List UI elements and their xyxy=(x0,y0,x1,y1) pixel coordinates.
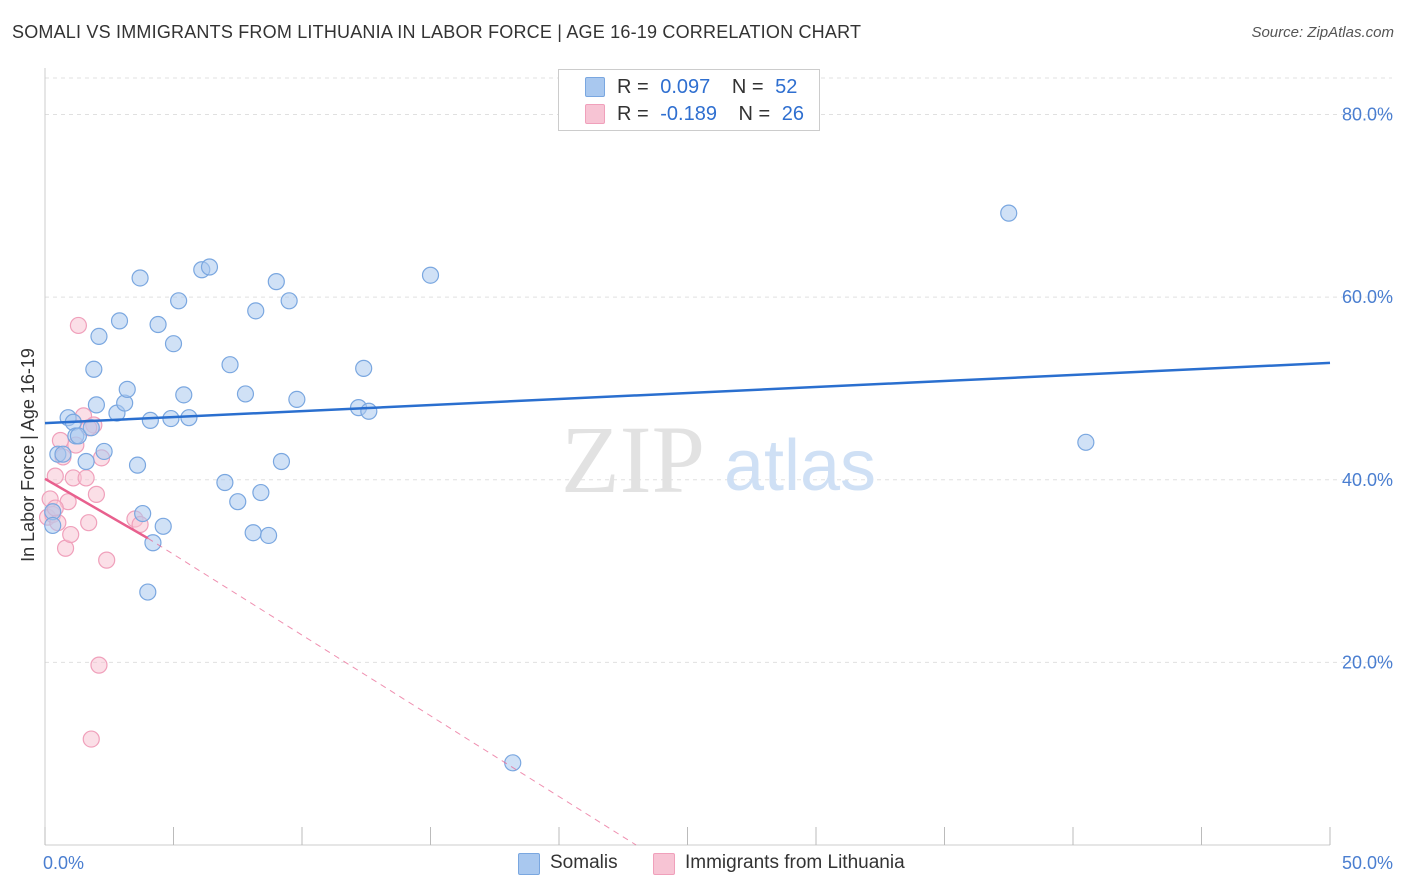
somali-point-19 xyxy=(131,269,149,287)
somali-points xyxy=(44,204,1095,772)
somali-point-8 xyxy=(77,452,95,471)
lithuania-swatch xyxy=(585,104,605,124)
somali-point-23 xyxy=(149,315,167,334)
somali-point-49 xyxy=(1000,204,1018,222)
lithuania-n-value: 26 xyxy=(781,102,805,125)
trend-lines xyxy=(44,361,1331,846)
watermark-zip: ZIP xyxy=(561,406,705,513)
somali-trend-line xyxy=(44,361,1331,425)
somali-point-20 xyxy=(134,504,152,523)
somali-r-value: 0.097 xyxy=(660,75,711,98)
y-tick-label-60: 60.0% xyxy=(1342,287,1393,307)
somali-point-46 xyxy=(360,402,378,420)
watermark-atlas: atlas xyxy=(724,426,876,506)
somali-point-43 xyxy=(288,390,306,409)
axes xyxy=(44,68,1331,846)
somali-point-13 xyxy=(95,442,113,461)
somali-point-10 xyxy=(85,360,103,378)
somali-n-label: N = xyxy=(731,75,764,98)
watermark: ZIP atlas xyxy=(561,406,876,513)
somali-point-34 xyxy=(229,493,247,511)
somali-point-45 xyxy=(355,359,373,377)
somali-point-28 xyxy=(175,386,193,404)
somali-legend-label: Somalis xyxy=(550,852,618,873)
tick-labels: 20.0% 40.0% 60.0% 80.0% 0.0% 50.0% xyxy=(43,105,1393,873)
lithuania-n-label: N = xyxy=(738,102,771,125)
somali-swatch xyxy=(585,77,605,97)
correlation-legend: R = 0.097 N = 52 R = -0.189 N = 26 xyxy=(558,69,820,131)
somali-point-37 xyxy=(247,302,265,320)
lithuania-point-14 xyxy=(77,469,95,487)
somali-point-1 xyxy=(44,516,62,535)
somali-point-51 xyxy=(139,583,157,601)
lithuania-legend-label: Immigrants from Lithuania xyxy=(685,852,905,873)
chart-title: SOMALI VS IMMIGRANTS FROM LITHUANIA IN L… xyxy=(12,22,862,42)
lithuania-legend-swatch xyxy=(653,853,675,875)
somali-point-38 xyxy=(252,483,270,502)
somali-point-41 xyxy=(272,452,291,471)
somali-point-31 xyxy=(200,258,219,276)
lithuania-r-value: -0.189 xyxy=(660,102,717,125)
lithuania-point-18 xyxy=(87,485,106,503)
somali-point-48 xyxy=(504,754,522,772)
y-tick-label-80: 80.0% xyxy=(1342,105,1393,125)
somali-point-3 xyxy=(54,445,72,463)
lithuania-trend-line xyxy=(44,477,149,540)
somali-point-27 xyxy=(170,292,188,310)
lithuania-r-label: R = xyxy=(617,102,649,125)
lithuania-point-19 xyxy=(90,656,108,674)
lithuania-point-16 xyxy=(82,730,100,748)
somali-point-11 xyxy=(87,396,106,414)
x-tick-label-max: 50.0% xyxy=(1342,853,1393,873)
somali-point-36 xyxy=(244,524,262,542)
somali-point-21 xyxy=(141,411,159,430)
somali-r-label: R = xyxy=(617,75,649,98)
somali-point-39 xyxy=(259,526,278,545)
somali-point-32 xyxy=(216,473,234,492)
x-tick-label-min: 0.0% xyxy=(43,853,84,873)
source-label: Source: ZipAtlas.com xyxy=(1251,24,1394,41)
somali-point-40 xyxy=(267,273,285,291)
somali-point-7 xyxy=(69,427,88,445)
somali-point-42 xyxy=(280,292,298,310)
somali-point-33 xyxy=(221,356,239,374)
lithuania-point-9 xyxy=(62,525,80,544)
somali-point-12 xyxy=(90,327,108,346)
somali-point-24 xyxy=(154,517,172,535)
y-axis-label: In Labor Force | Age 16-19 xyxy=(18,348,38,562)
somali-point-47 xyxy=(421,266,440,284)
lithuania-trend-extension xyxy=(147,537,637,846)
y-tick-label-40: 40.0% xyxy=(1342,470,1393,490)
y-tick-label-20: 20.0% xyxy=(1342,652,1393,672)
somali-n-value: 52 xyxy=(775,75,798,98)
somali-point-26 xyxy=(164,335,183,353)
somali-point-50 xyxy=(1077,433,1095,451)
somali-legend-swatch xyxy=(518,853,540,875)
lithuania-point-12 xyxy=(69,316,88,335)
somali-point-18 xyxy=(128,456,147,474)
somali-point-35 xyxy=(236,385,255,403)
somali-point-17 xyxy=(118,380,136,398)
lithuania-point-21 xyxy=(98,551,116,569)
somali-point-15 xyxy=(110,312,129,330)
lithuania-point-15 xyxy=(80,514,98,532)
somali-point-9 xyxy=(82,419,100,437)
